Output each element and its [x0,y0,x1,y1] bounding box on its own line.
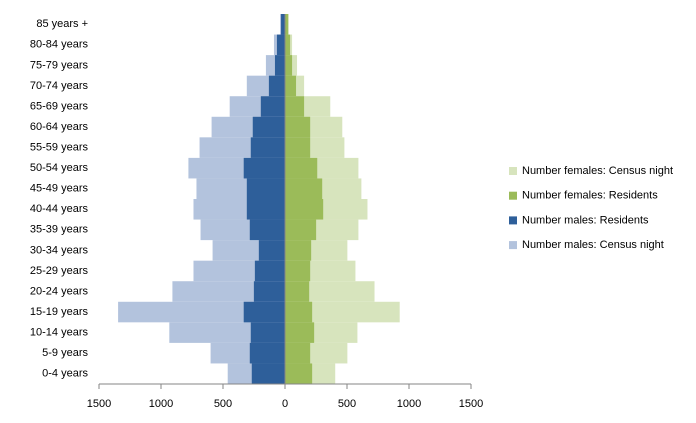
bar [285,55,293,76]
y-tick-label: 5-9 years [42,347,88,359]
legend-label: Number females: Residents [522,190,658,202]
bar [285,116,311,138]
legend-label: Number females: Census night [522,165,673,177]
bar [268,75,285,97]
bar [251,363,285,384]
legend-label: Number males: Residents [522,214,649,226]
bar [253,281,285,302]
y-tick-label: 45-49 years [30,183,89,195]
y-tick-label: 75-79 years [30,59,89,71]
bar [243,301,285,323]
y-tick-label: 20-24 years [30,285,89,297]
x-tick-label: 500 [338,398,356,410]
bar [285,14,288,35]
y-tick-label: 10-14 years [30,327,89,339]
bar [246,199,285,220]
y-tick-label: 0-4 years [42,368,88,380]
bar [285,240,312,261]
legend-swatch [509,241,517,250]
bar [281,14,285,35]
bar [285,96,305,117]
bar [285,219,317,241]
x-tick-label: 0 [282,398,288,410]
bar [285,178,323,199]
bar [285,157,318,179]
bar [250,137,285,158]
bar [285,301,313,323]
x-tick-label: 1500 [459,398,483,410]
bar [250,322,285,343]
bar [285,260,311,282]
legend-label: Number males: Census night [522,239,664,251]
y-tick-label: 40-44 years [30,203,89,215]
y-tick-label: 60-64 years [30,121,89,133]
y-tick-label: 85 years + [36,18,88,30]
bar [254,260,285,282]
legend-swatch [509,216,517,225]
y-tick-label: 55-59 years [30,142,89,154]
bar [260,96,285,117]
y-tick-label: 70-74 years [30,80,89,92]
x-tick-label: 1000 [149,398,173,410]
bar [285,137,311,158]
bar [274,55,285,76]
bar [246,178,285,199]
bar [285,34,291,56]
y-tick-label: 65-69 years [30,100,89,112]
y-tick-label: 25-29 years [30,265,89,277]
y-tick-label: 50-54 years [30,162,89,174]
bar [249,342,285,364]
bar [118,301,285,323]
bar [285,301,400,323]
y-tick-label: 35-39 years [30,224,89,236]
legend-swatch [509,167,517,175]
bar [249,219,285,241]
bar [243,157,285,179]
bar [285,199,324,220]
y-tick-label: 80-84 years [30,39,89,51]
bar [285,75,297,97]
bar [252,116,285,138]
bar [285,342,311,364]
bar [285,322,315,343]
x-tick-label: 1500 [87,398,111,410]
bar [285,363,313,384]
bar [258,240,285,261]
bar [276,34,285,56]
x-tick-label: 1000 [397,398,421,410]
y-tick-label: 30-34 years [30,244,89,256]
legend-swatch [509,191,517,200]
y-tick-label: 15-19 years [30,306,89,318]
x-tick-label: 500 [214,398,232,410]
bar [285,281,310,302]
